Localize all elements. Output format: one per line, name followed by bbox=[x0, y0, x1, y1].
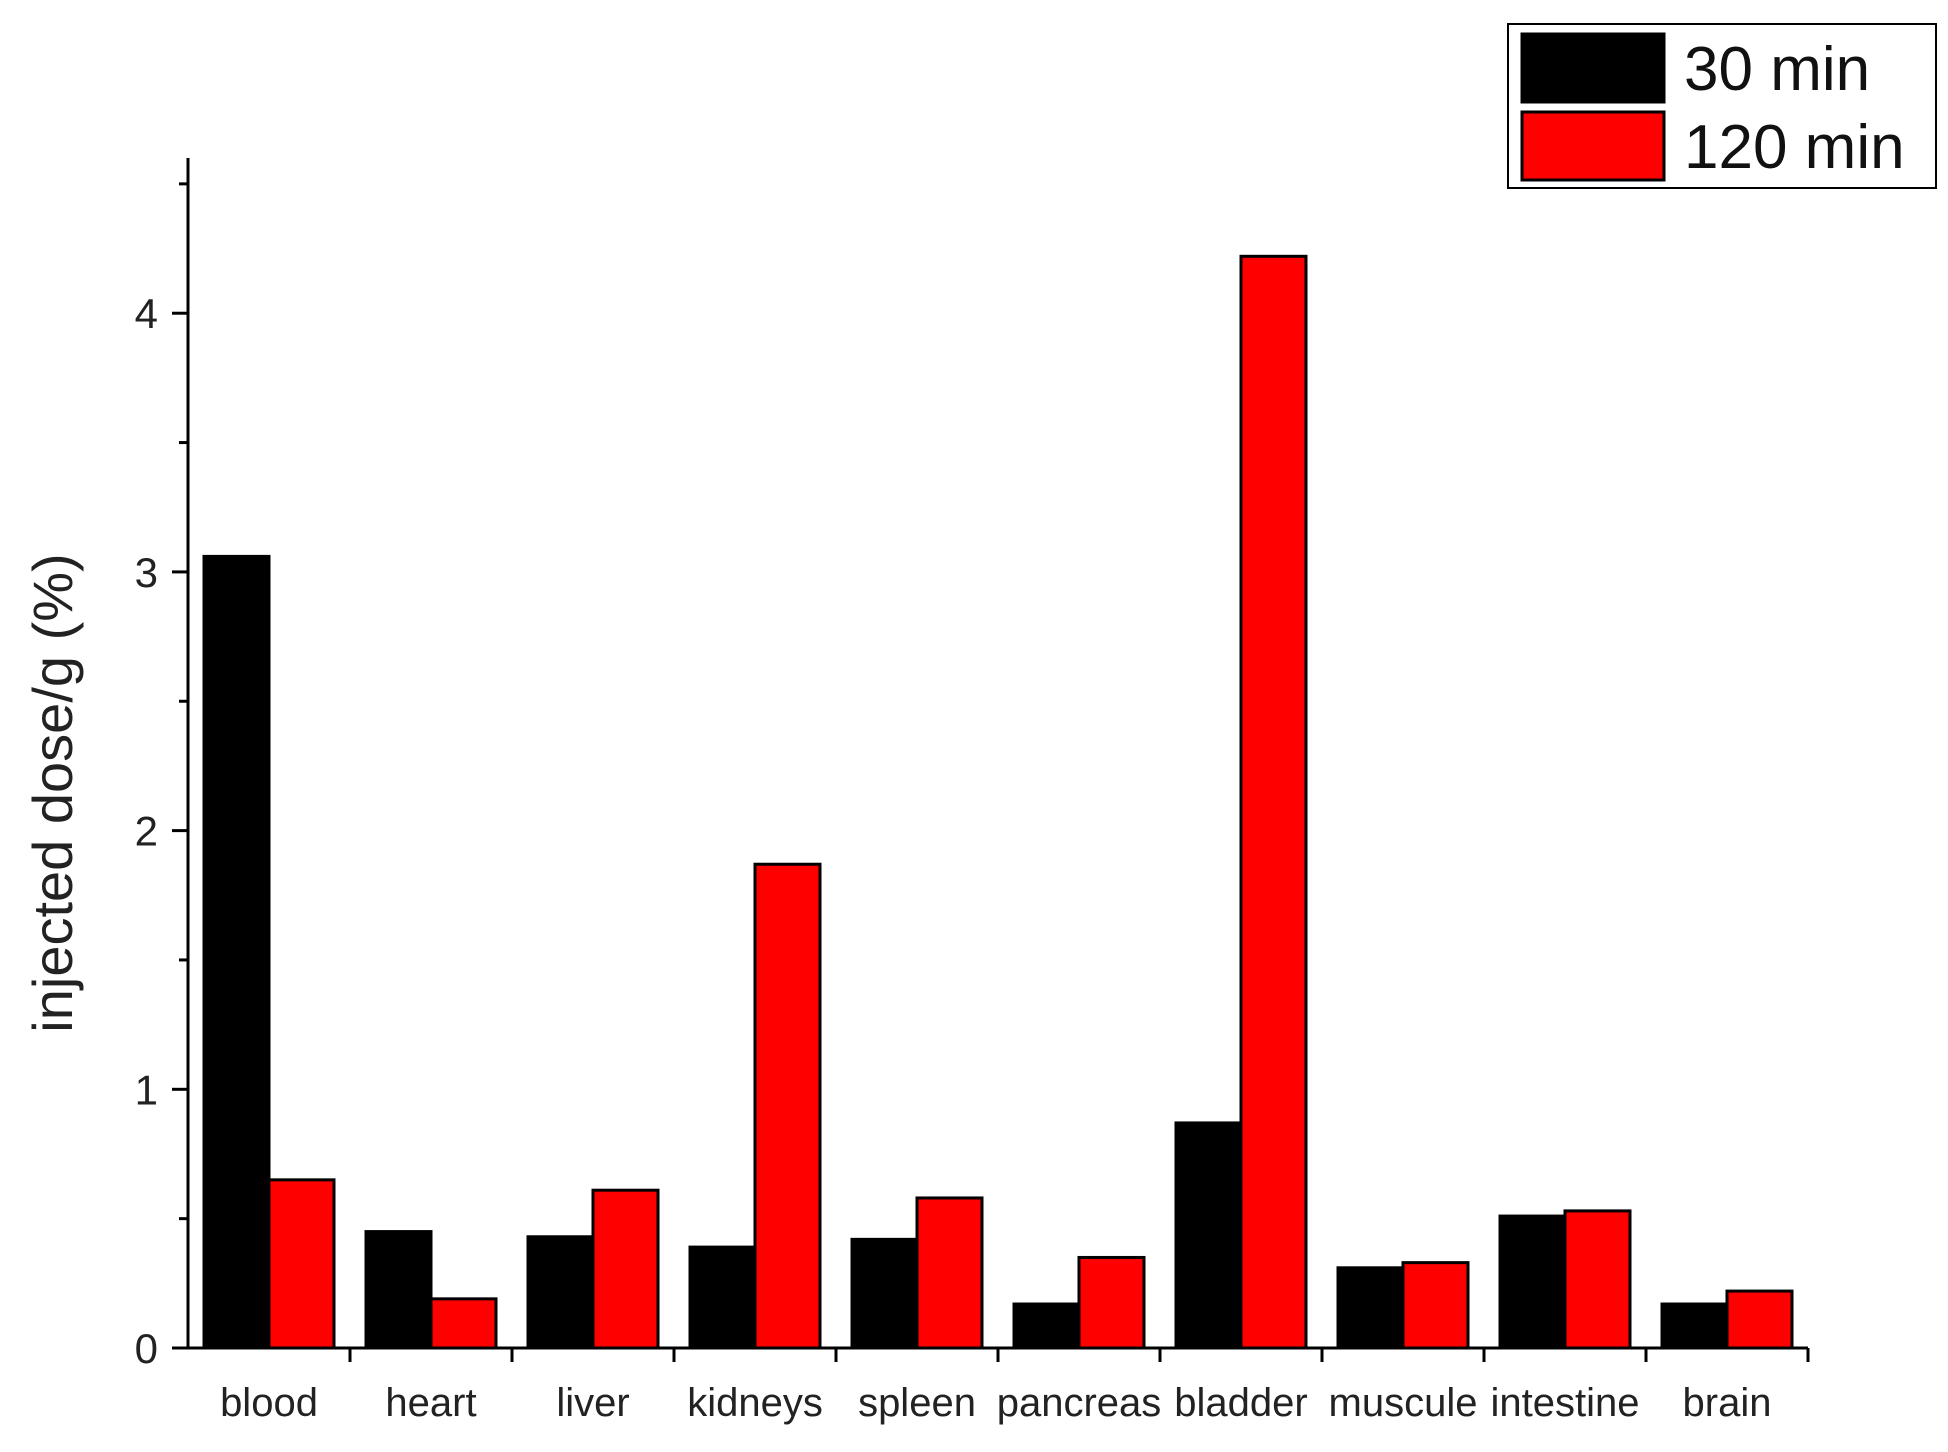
bar-intestine-series-2 bbox=[1563, 1209, 1632, 1350]
bar-muscule-series-1 bbox=[1336, 1266, 1405, 1350]
bar-liver-series-2 bbox=[591, 1188, 660, 1350]
bar-blood-series-2 bbox=[267, 1178, 336, 1350]
bar-heart-series-2 bbox=[429, 1297, 498, 1350]
bar-pancreas-series-2 bbox=[1077, 1255, 1146, 1350]
bar-bladder-series-1 bbox=[1174, 1121, 1243, 1350]
bar-blood-series-1 bbox=[202, 554, 271, 1350]
legend-swatch-1 bbox=[1520, 32, 1666, 104]
x-tick-label-heart: heart bbox=[385, 1381, 476, 1425]
legend-label-2: 120 min bbox=[1684, 113, 1905, 182]
bar-pancreas-series-1 bbox=[1012, 1302, 1081, 1350]
y-tick-label: 2 bbox=[135, 808, 158, 855]
y-tick-label: 0 bbox=[135, 1325, 158, 1372]
bar-muscule-series-2 bbox=[1401, 1261, 1470, 1350]
x-tick-label-bladder: bladder bbox=[1174, 1381, 1307, 1425]
y-tick-label: 1 bbox=[135, 1066, 158, 1113]
bar-spleen-series-1 bbox=[850, 1237, 919, 1350]
bar-bladder-series-2 bbox=[1239, 254, 1308, 1350]
y-tick-label: 4 bbox=[135, 290, 158, 337]
x-tick-label-muscule: muscule bbox=[1329, 1381, 1478, 1425]
axes-group bbox=[186, 158, 1808, 1350]
bar-brain-series-1 bbox=[1660, 1302, 1729, 1350]
bar-intestine-series-1 bbox=[1498, 1214, 1567, 1350]
legend: 30 min 120 min bbox=[1507, 23, 1937, 189]
y-axis-label: injected dose/g (%) bbox=[21, 553, 84, 1032]
y-ticks-group: 0 1 2 3 4 bbox=[135, 182, 188, 1372]
bar-kidneys-series-1 bbox=[688, 1245, 757, 1350]
bar-kidneys-series-2 bbox=[753, 862, 822, 1350]
x-tick-label-brain: brain bbox=[1683, 1381, 1772, 1425]
x-ticks-group: blood heart liver kidneys spleen pancreas blad… bbox=[220, 1348, 1810, 1425]
x-tick-label-spleen: spleen bbox=[858, 1381, 976, 1425]
bar-liver-series-1 bbox=[526, 1235, 595, 1350]
x-tick-label-kidneys: kidneys bbox=[687, 1381, 823, 1425]
bar-heart-series-1 bbox=[364, 1230, 433, 1350]
x-tick-label-blood: blood bbox=[220, 1381, 318, 1425]
bars-group bbox=[202, 254, 1794, 1350]
legend-swatch-2 bbox=[1520, 110, 1666, 182]
x-tick-label-intestine: intestine bbox=[1491, 1381, 1640, 1425]
bar-spleen-series-2 bbox=[915, 1196, 984, 1350]
x-tick-label-pancreas: pancreas bbox=[997, 1381, 1162, 1425]
legend-label-1: 30 min bbox=[1684, 35, 1870, 104]
x-tick-label-liver: liver bbox=[556, 1381, 629, 1425]
bar-brain-series-2 bbox=[1725, 1289, 1794, 1350]
y-tick-label: 3 bbox=[135, 549, 158, 596]
